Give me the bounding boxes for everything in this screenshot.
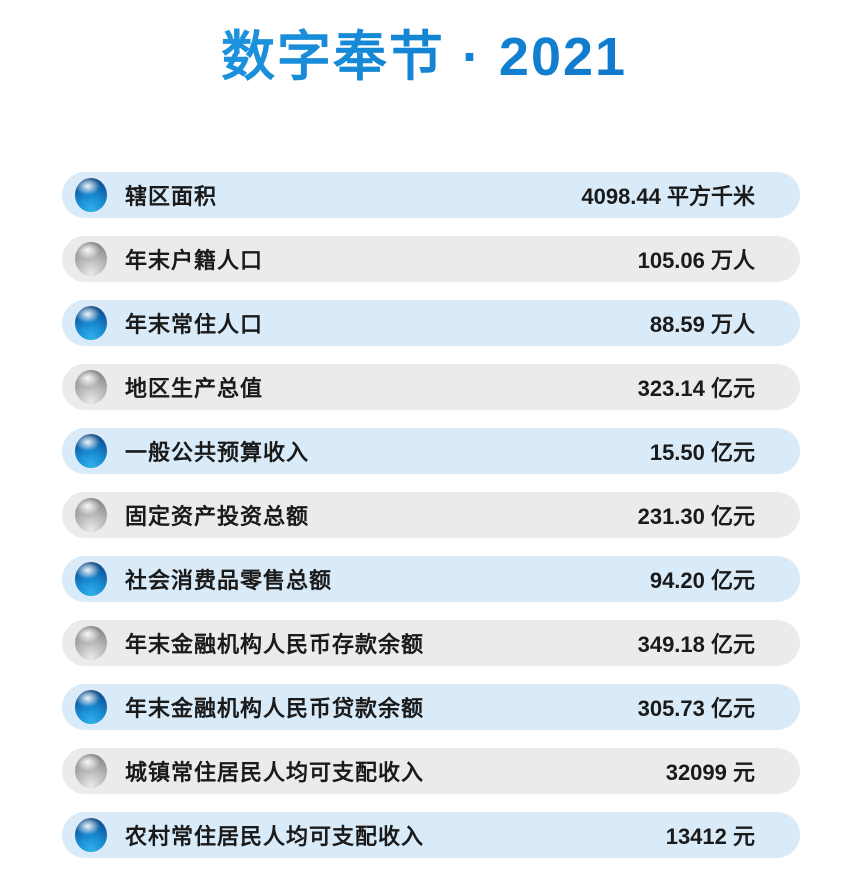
stat-label: 年末金融机构人民币贷款余额 (125, 696, 425, 721)
sphere-bullet-icon (75, 562, 107, 596)
sphere-bullet-icon (75, 818, 107, 852)
stat-row: 城镇常住居民人均可支配收入 32099 元 (62, 748, 800, 794)
stat-label: 固定资产投资总额 (125, 504, 310, 529)
stat-row: 固定资产投资总额 231.30 亿元 (62, 492, 800, 538)
page-title: 数字奉节 · 2021 (0, 22, 848, 92)
stat-label: 年末常住人口 (125, 312, 264, 337)
stat-row: 年末户籍人口 105.06 万人 (62, 236, 800, 282)
stat-row: 辖区面积 4098.44 平方千米 (62, 172, 800, 218)
stat-row: 社会消费品零售总额 94.20 亿元 (62, 556, 800, 602)
stat-value: 349.18 亿元 (637, 632, 755, 657)
stat-value: 105.06 万人 (637, 248, 755, 273)
stat-label: 城镇常住居民人均可支配收入 (125, 760, 425, 785)
stat-value: 94.20 亿元 (649, 568, 755, 593)
stat-row: 一般公共预算收入 15.50 亿元 (62, 428, 800, 474)
stat-row: 年末常住人口 88.59 万人 (62, 300, 800, 346)
stat-value: 231.30 亿元 (637, 504, 755, 529)
sphere-bullet-icon (75, 178, 107, 212)
sphere-bullet-icon (75, 754, 107, 788)
stat-value: 13412 元 (665, 824, 755, 849)
stat-value: 15.50 亿元 (649, 440, 755, 465)
stat-row: 农村常住居民人均可支配收入 13412 元 (62, 812, 800, 858)
stat-value: 323.14 亿元 (637, 376, 755, 401)
stats-list: 辖区面积 4098.44 平方千米 年末户籍人口 105.06 万人 年末常住人… (0, 172, 848, 858)
sphere-bullet-icon (75, 690, 107, 724)
sphere-bullet-icon (75, 498, 107, 532)
stat-label: 辖区面积 (125, 184, 218, 209)
sphere-bullet-icon (75, 434, 107, 468)
sphere-bullet-icon (75, 242, 107, 276)
stat-row: 地区生产总值 323.14 亿元 (62, 364, 800, 410)
stat-label: 一般公共预算收入 (125, 440, 310, 465)
stat-label: 地区生产总值 (125, 376, 264, 401)
stat-label: 农村常住居民人均可支配收入 (125, 824, 425, 849)
sphere-bullet-icon (75, 370, 107, 404)
stat-label: 年末金融机构人民币存款余额 (125, 632, 425, 657)
stat-value: 4098.44 平方千米 (581, 184, 755, 209)
stat-value: 88.59 万人 (649, 312, 755, 337)
stat-row: 年末金融机构人民币存款余额 349.18 亿元 (62, 620, 800, 666)
stat-value: 305.73 亿元 (637, 696, 755, 721)
stat-label: 社会消费品零售总额 (125, 568, 333, 593)
stat-value: 32099 元 (665, 760, 755, 785)
stat-label: 年末户籍人口 (125, 248, 264, 273)
sphere-bullet-icon (75, 306, 107, 340)
stat-row: 年末金融机构人民币贷款余额 305.73 亿元 (62, 684, 800, 730)
sphere-bullet-icon (75, 626, 107, 660)
